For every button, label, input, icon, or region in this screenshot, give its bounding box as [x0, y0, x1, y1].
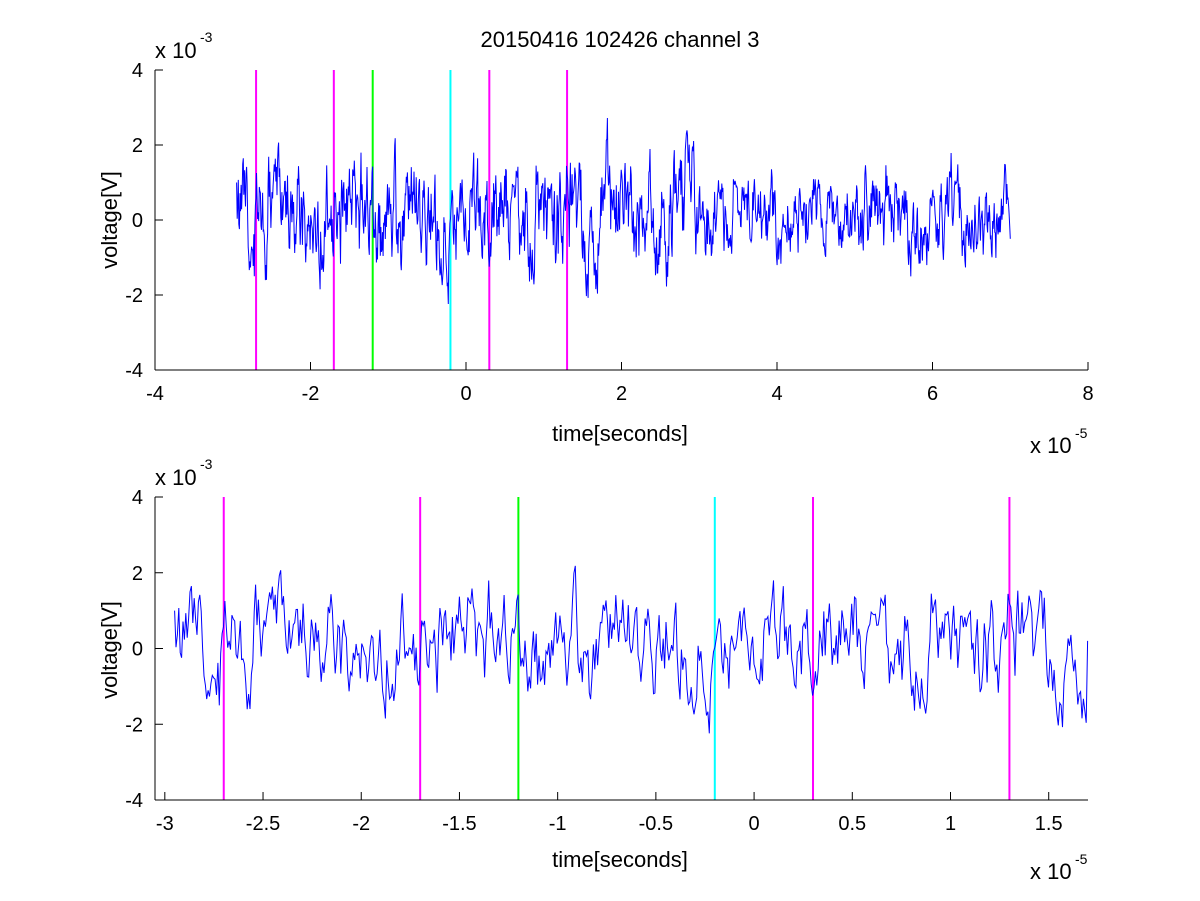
y-tick-label: 4 — [132, 60, 143, 82]
top-x-ticks: -4 -2 0 2 4 6 8 — [146, 362, 1094, 405]
x-tick-label: -2 — [302, 383, 320, 405]
bottom-y-axis-label: voltage[V] — [97, 601, 122, 699]
top-axes: -4 -2 0 2 4 6 8 -4 -2 0 2 4 time[seconds] voltage[… — [97, 29, 1094, 458]
x-tick-label: -1.5 — [442, 813, 476, 835]
bottom-plot-area — [155, 497, 1088, 800]
x-tick-label: 4 — [771, 383, 782, 405]
bottom-y-multiplier: x 10 — [155, 465, 197, 490]
bottom-y-exponent-value: -3 — [200, 456, 213, 472]
top-y-multiplier: x 10 — [155, 38, 197, 63]
y-tick-label: 4 — [132, 487, 143, 509]
bottom-axes: -3 -2.5 -2 -1.5 -1 -0.5 0 0.5 1 1.5 -4 -2 0 2 4 time[… — [97, 456, 1089, 884]
bottom-x-multiplier: x 10 — [1030, 859, 1072, 884]
x-tick-label: 1 — [945, 813, 956, 835]
y-tick-label: 0 — [132, 639, 143, 661]
bottom-voltage-trace — [174, 565, 1089, 734]
y-tick-label: -4 — [125, 360, 143, 382]
top-voltage-trace — [236, 117, 1011, 305]
top-y-exponent-value: -3 — [200, 29, 213, 45]
y-tick-label: 2 — [132, 135, 143, 157]
x-tick-label: 2 — [616, 383, 627, 405]
x-tick-label: -1 — [549, 813, 567, 835]
top-x-exponent: x 10 -5 — [1030, 425, 1088, 458]
top-event-markers — [255, 70, 569, 370]
x-tick-label: -3 — [156, 813, 174, 835]
bottom-x-ticks: -3 -2.5 -2 -1.5 -1 -0.5 0 0.5 1 1.5 — [156, 792, 1063, 835]
bottom-x-exponent: x 10 -5 — [1030, 851, 1088, 884]
top-x-axis-label: time[seconds] — [552, 421, 688, 446]
chart-title: 20150416 102426 channel 3 — [481, 27, 760, 52]
x-tick-label: -4 — [146, 383, 164, 405]
y-tick-label: 0 — [132, 210, 143, 232]
x-tick-label: 8 — [1082, 383, 1093, 405]
bottom-y-exponent: x 10 -3 — [155, 456, 213, 490]
x-tick-label: -2.5 — [246, 813, 280, 835]
top-plot-area — [155, 70, 1088, 370]
x-tick-label: -2 — [352, 813, 370, 835]
x-tick-label: 1.5 — [1035, 813, 1063, 835]
x-tick-label: -0.5 — [639, 813, 673, 835]
top-x-multiplier: x 10 — [1030, 433, 1072, 458]
y-tick-label: 2 — [132, 563, 143, 585]
y-tick-label: -2 — [125, 285, 143, 307]
y-tick-label: -4 — [125, 790, 143, 812]
top-y-exponent: x 10 -3 — [155, 29, 213, 63]
bottom-x-exponent-value: -5 — [1075, 851, 1088, 867]
top-x-exponent-value: -5 — [1075, 425, 1088, 441]
x-tick-label: 0 — [749, 813, 760, 835]
x-tick-label: 0.5 — [838, 813, 866, 835]
bottom-y-ticks: -4 -2 0 2 4 — [125, 487, 163, 812]
x-tick-label: 6 — [927, 383, 938, 405]
top-y-axis-label: voltage[V] — [97, 171, 122, 269]
top-y-ticks: -4 -2 0 2 4 — [125, 60, 163, 382]
bottom-x-axis-label: time[seconds] — [552, 847, 688, 872]
x-tick-label: 0 — [460, 383, 471, 405]
y-tick-label: -2 — [125, 714, 143, 736]
